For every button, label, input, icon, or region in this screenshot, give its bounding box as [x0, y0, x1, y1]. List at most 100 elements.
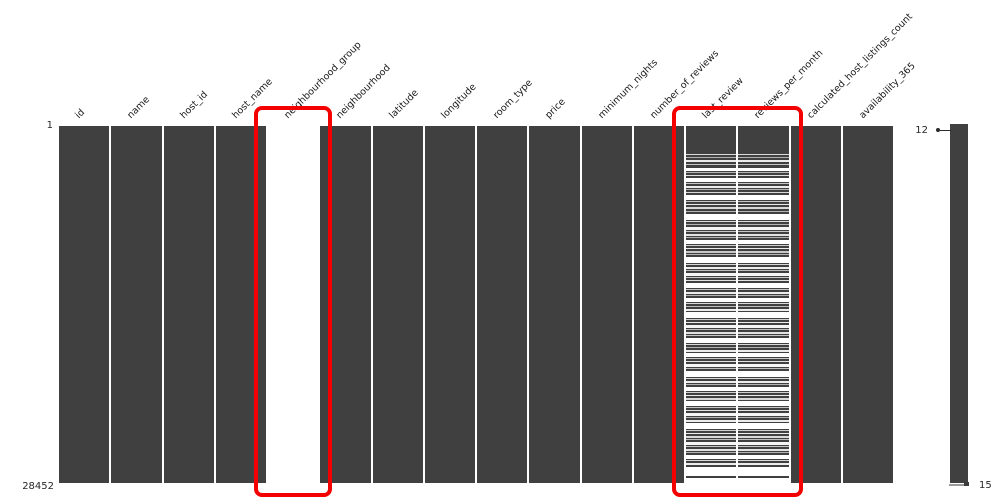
missing-row-stripe — [738, 319, 789, 320]
missing-row-stripe — [686, 306, 737, 307]
row-axis-top-label: 1 — [46, 120, 53, 131]
missing-row-stripe — [738, 201, 789, 202]
sparkline-min-marker-line — [939, 129, 951, 131]
missing-row-stripe — [686, 436, 737, 438]
missing-row-stripe — [738, 234, 789, 236]
missing-row-stripe — [686, 332, 737, 334]
sparkline-max-marker-line — [949, 483, 969, 486]
missing-row-stripe — [686, 283, 737, 288]
missing-row-stripe — [686, 280, 737, 281]
missing-row-stripe — [738, 350, 789, 352]
missing-row-stripe — [738, 248, 789, 249]
missing-row-stripe — [686, 325, 737, 328]
missing-row-stripe — [686, 410, 737, 411]
missing-row-stripe — [738, 237, 789, 238]
missing-row-stripe — [738, 398, 789, 400]
missing-row-stripe — [686, 298, 737, 302]
missing-row-stripe — [738, 446, 789, 447]
missing-row-stripe — [738, 224, 789, 225]
missing-row-stripe — [738, 186, 789, 188]
missing-row-stripe — [738, 309, 789, 311]
missing-row-stripe — [738, 175, 789, 176]
missing-row-stripe — [686, 358, 737, 359]
missing-row-stripe — [738, 295, 789, 296]
missing-row-stripe — [738, 378, 789, 379]
missing-row-stripe — [686, 201, 737, 202]
missing-row-stripe — [738, 303, 789, 304]
sparkline-max-label: 15 — [979, 480, 992, 491]
missing-row-stripe — [738, 439, 789, 440]
missing-row-stripe — [686, 195, 737, 200]
matrix-column-name — [111, 126, 162, 483]
missing-row-stripe — [686, 160, 737, 162]
missing-row-stripe — [738, 292, 789, 294]
missing-row-stripe — [686, 478, 737, 483]
missing-row-stripe — [738, 214, 789, 220]
missing-row-stripe — [738, 384, 789, 385]
missing-row-stripe — [686, 384, 737, 385]
column-label-price: price — [543, 96, 569, 121]
missing-row-stripe — [738, 298, 789, 302]
missing-row-stripe — [738, 478, 789, 483]
missing-row-stripe — [686, 423, 737, 429]
missing-row-stripe — [686, 401, 737, 406]
missing-row-stripe — [738, 335, 789, 336]
missing-row-stripe — [686, 214, 737, 220]
missing-row-stripe — [738, 344, 789, 345]
missing-row-stripe — [686, 449, 737, 451]
missing-row-stripe — [738, 392, 789, 393]
missing-row-stripe — [686, 335, 737, 336]
missing-row-stripe — [686, 338, 737, 343]
missing-row-stripe — [738, 254, 789, 255]
missing-row-stripe — [686, 353, 737, 357]
missing-row-stripe — [738, 322, 789, 323]
column-label-latitude: latitude — [386, 87, 421, 121]
missing-row-stripe — [686, 439, 737, 440]
missing-row-stripe — [686, 420, 737, 422]
missing-row-stripe — [686, 460, 737, 461]
missing-row-stripe — [686, 164, 737, 165]
missing-row-stripe — [738, 433, 789, 434]
missing-row-stripe — [686, 312, 737, 318]
missing-row-stripe — [686, 189, 737, 190]
missing-row-stripe — [686, 295, 737, 296]
missing-row-stripe — [686, 455, 737, 459]
row-completeness-sparkline — [950, 124, 968, 483]
missing-row-stripe — [686, 452, 737, 453]
missing-row-stripe — [738, 312, 789, 318]
missing-row-stripe — [686, 398, 737, 400]
missing-row-stripe — [686, 433, 737, 434]
missing-row-stripe — [686, 378, 737, 379]
matrix-column-latitude — [372, 126, 423, 483]
missing-row-stripe — [738, 420, 789, 422]
matrix-column-price — [529, 126, 580, 483]
missing-row-stripe — [686, 467, 737, 476]
missing-row-stripe — [686, 463, 737, 465]
row-axis-bottom-label: 28452 — [22, 481, 54, 492]
missing-row-stripe — [686, 248, 737, 249]
missing-row-stripe — [686, 240, 737, 244]
missing-row-stripe — [686, 186, 737, 188]
missing-row-stripe — [738, 160, 789, 162]
missing-row-stripe — [686, 364, 737, 367]
missing-row-stripe — [738, 460, 789, 461]
missing-row-stripe — [686, 157, 737, 158]
missing-row-stripe — [738, 189, 789, 190]
missing-row-stripe — [686, 442, 737, 445]
missing-row-stripe — [738, 211, 789, 212]
missing-row-stripe — [738, 157, 789, 158]
missing-row-stripe — [738, 401, 789, 406]
sparkline-min-label: 12 — [915, 125, 928, 136]
missing-row-stripe — [686, 417, 737, 418]
missing-row-stripe — [686, 245, 737, 246]
matrix-column-neighbourhood_group — [268, 126, 319, 483]
missing-row-stripe — [738, 168, 789, 171]
missing-row-stripe — [738, 436, 789, 438]
matrix-column-last_review — [686, 126, 737, 483]
missing-row-stripe — [686, 273, 737, 276]
missing-row-stripe — [738, 358, 789, 359]
missing-row-stripe — [738, 245, 789, 246]
missing-row-stripe — [738, 183, 789, 184]
missing-row-stripe — [738, 467, 789, 476]
missing-row-stripe — [686, 237, 737, 238]
